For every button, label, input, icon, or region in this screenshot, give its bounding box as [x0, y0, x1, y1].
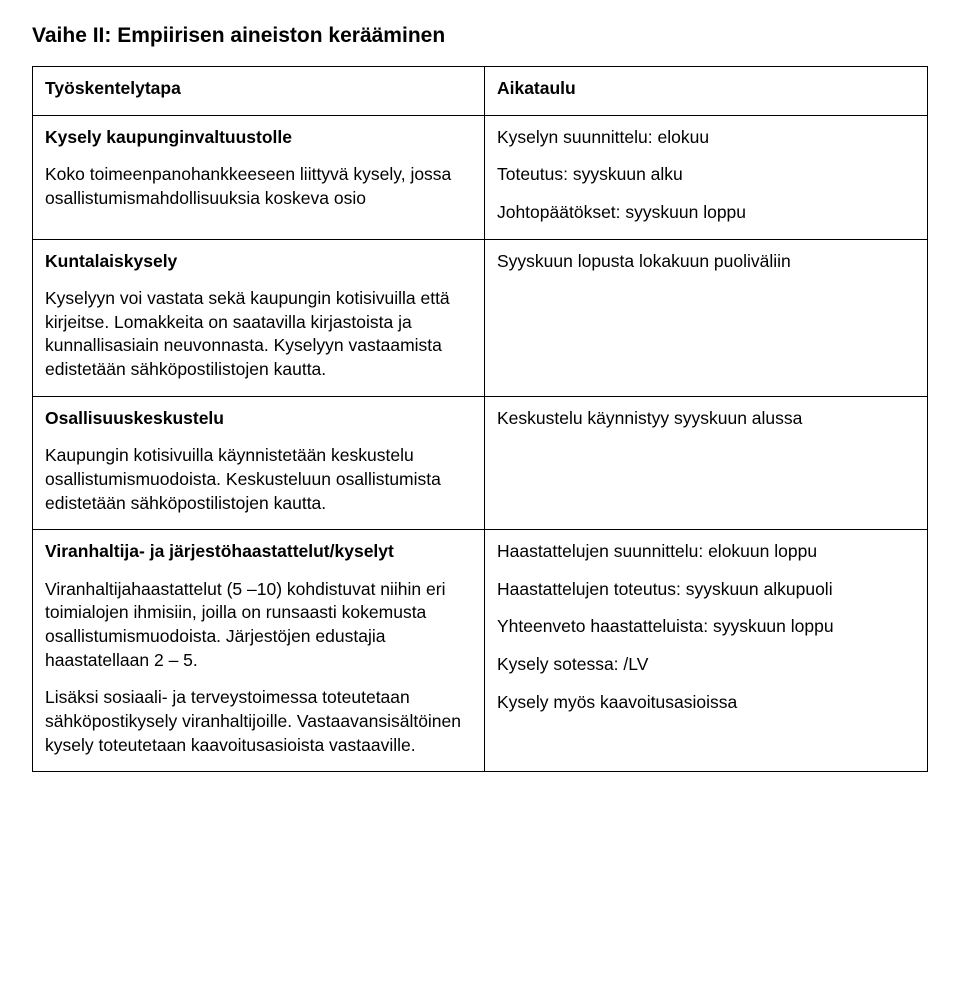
section-body: Viranhaltijahaastattelut (5 –10) kohdist… [45, 578, 472, 673]
schedule-line: Toteutus: syyskuun alku [497, 163, 915, 187]
col-heading-left: Työskentelytapa [45, 77, 472, 101]
schedule-line: Haastattelujen toteutus: syyskuun alkupu… [497, 578, 915, 602]
schedule-line: Keskustelu käynnistyy syyskuun alussa [497, 407, 915, 431]
content-table: Työskentelytapa Aikataulu Kysely kaupung… [32, 66, 928, 772]
table-row: Kuntalaiskysely Kyselyyn voi vastata sek… [33, 239, 928, 396]
schedule-line: Kysely sotessa: /LV [497, 653, 915, 677]
schedule-line: Yhteenveto haastatteluista: syyskuun lop… [497, 615, 915, 639]
cell-right-2: Syyskuun lopusta lokakuun puoliväliin [484, 239, 927, 396]
col-heading-right: Aikataulu [497, 77, 915, 101]
cell-left-0: Työskentelytapa [33, 67, 485, 116]
section-body: Koko toimeenpanohankkeeseen liittyvä kys… [45, 163, 472, 210]
section-body: Lisäksi sosiaali- ja terveystoimessa tot… [45, 686, 472, 757]
cell-right-0: Aikataulu [484, 67, 927, 116]
section-body: Kyselyyn voi vastata sekä kaupungin koti… [45, 287, 472, 382]
cell-left-4: Viranhaltija- ja järjestöhaastattelut/ky… [33, 530, 485, 772]
section-heading: Kuntalaiskysely [45, 250, 472, 274]
schedule-line: Kysely myös kaavoitusasioissa [497, 691, 915, 715]
cell-right-1: Kyselyn suunnittelu: elokuu Toteutus: sy… [484, 115, 927, 239]
schedule-line: Kyselyn suunnittelu: elokuu [497, 126, 915, 150]
section-body: Kaupungin kotisivuilla käynnistetään kes… [45, 444, 472, 515]
cell-left-1: Kysely kaupunginvaltuustolle Koko toimee… [33, 115, 485, 239]
cell-right-3: Keskustelu käynnistyy syyskuun alussa [484, 396, 927, 530]
section-heading: Kysely kaupunginvaltuustolle [45, 126, 472, 150]
section-heading: Osallisuuskeskustelu [45, 407, 472, 431]
cell-left-2: Kuntalaiskysely Kyselyyn voi vastata sek… [33, 239, 485, 396]
table-row: Osallisuuskeskustelu Kaupungin kotisivui… [33, 396, 928, 530]
schedule-line: Haastattelujen suunnittelu: elokuun lopp… [497, 540, 915, 564]
schedule-line: Johtopäätökset: syyskuun loppu [497, 201, 915, 225]
cell-right-4: Haastattelujen suunnittelu: elokuun lopp… [484, 530, 927, 772]
table-row: Viranhaltija- ja järjestöhaastattelut/ky… [33, 530, 928, 772]
schedule-line: Syyskuun lopusta lokakuun puoliväliin [497, 250, 915, 274]
cell-left-3: Osallisuuskeskustelu Kaupungin kotisivui… [33, 396, 485, 530]
page-title: Vaihe II: Empiirisen aineiston keräämine… [32, 24, 928, 48]
table-row: Kysely kaupunginvaltuustolle Koko toimee… [33, 115, 928, 239]
table-row: Työskentelytapa Aikataulu [33, 67, 928, 116]
section-heading: Viranhaltija- ja järjestöhaastattelut/ky… [45, 540, 472, 564]
